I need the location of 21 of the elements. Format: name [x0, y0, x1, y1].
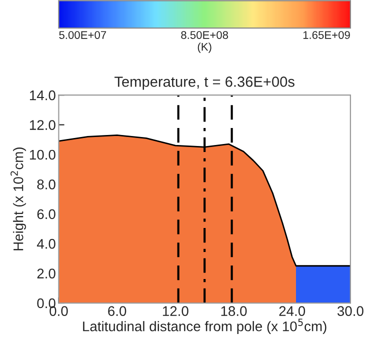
color-bar-label: 5.00E+07 [59, 31, 106, 39]
color-bar-label: 8.50E+08 [181, 31, 228, 39]
y-tick-label: 14.0 [30, 90, 56, 100]
y-tick-label: 4.0 [36, 238, 56, 249]
x-tick-label: 30.0 [337, 306, 364, 316]
chart-title: Temperature, t = 6.36E+00s [114, 76, 294, 90]
y-axis-title: Height (x 10$^{2}$cm) [10, 148, 26, 250]
x-tick-label: 0.0 [50, 306, 68, 316]
y-tick-label: 10.0 [30, 150, 56, 160]
x-tick-label: 24.0 [279, 306, 306, 316]
x-axis-title: Latitudinal distance from pole (x 10$^{5}$cm) [83, 318, 326, 334]
x-tick-label: 6.0 [108, 306, 126, 316]
color-bar-label: 1.65E+09 [303, 31, 350, 39]
y-tick-label: 0.0 [37, 298, 56, 308]
y-tick-label: 12.0 [30, 120, 56, 130]
y-tick-label: 6.0 [37, 209, 56, 220]
x-tick-label: 12.0 [162, 306, 188, 316]
y-tick-label: 8.0 [37, 180, 56, 190]
color-bar-title: (K) [198, 42, 212, 53]
y-tick-label: 2.0 [37, 268, 56, 278]
x-tick-label: 18.0 [221, 306, 247, 316]
